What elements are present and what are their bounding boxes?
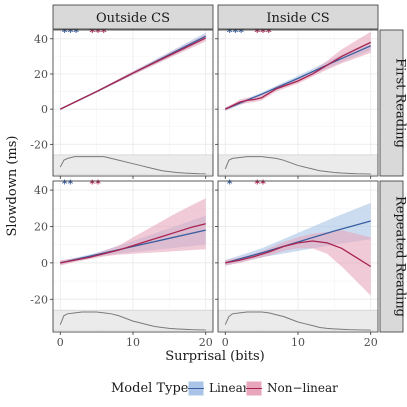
x-tick-label: 20 <box>364 336 378 349</box>
legend: Model Type Linear Non−linear <box>111 380 338 397</box>
surprisal-density-line <box>224 156 371 175</box>
row-strip-label: Repeated Reading <box>393 196 407 317</box>
nonlinear-fit-line <box>225 240 372 268</box>
panel-repeated-reading-inside-cs: * ** <box>217 177 379 333</box>
y-tick-label: 20 <box>34 68 48 81</box>
nonlinear-fit-line <box>224 41 372 110</box>
linear-ci-ribbon <box>225 202 371 266</box>
significance-linear: ** <box>62 177 74 190</box>
x-tick-label: 10 <box>126 336 140 349</box>
significance-nonlinear: *** <box>254 26 272 39</box>
y-axis-title: Slowdown (ms) <box>5 136 20 237</box>
surprisal-density-line <box>224 311 371 331</box>
col-strip-label: Inside CS <box>266 11 329 26</box>
x-axis-title: Surprisal (bits) <box>165 349 264 364</box>
x-tick-label: 0 <box>222 336 229 349</box>
significance-nonlinear: ** <box>254 177 266 190</box>
density-background <box>52 154 214 175</box>
y-tick-label: 20 <box>34 220 48 233</box>
col-strip-label: Outside CS <box>96 11 170 26</box>
facet-strips: Outside CS Inside CS First Reading Repeated… <box>52 4 407 333</box>
density-background <box>217 309 379 331</box>
significance-linear: *** <box>62 26 80 39</box>
density-background <box>52 309 214 331</box>
x-tick-label: 20 <box>199 336 213 349</box>
legend-title: Model Type <box>111 381 189 396</box>
y-tick-label: 0 <box>41 103 48 116</box>
row-strip-label: First Reading <box>393 58 407 148</box>
panel-first-reading-outside-cs: *** *** <box>52 26 214 177</box>
surprisal-density-line <box>59 311 206 331</box>
significance-nonlinear: ** <box>89 177 101 190</box>
linear-fit-line <box>60 229 206 264</box>
linear-fit-line <box>225 45 371 110</box>
significance-linear: * <box>227 177 233 190</box>
axes-layer: -20 0 20 40 0 10 20 -20 0 20 40 0 10 20 <box>30 33 377 349</box>
row-strip-background <box>379 29 404 177</box>
nonlinear-ci-ribbon <box>60 198 206 266</box>
col-strip-background <box>52 4 214 30</box>
nonlinear-fit-line <box>60 223 206 264</box>
y-tick-label: -20 <box>30 138 48 151</box>
x-tick-label: 10 <box>291 336 305 349</box>
x-tick-label: 0 <box>57 336 64 349</box>
nonlinear-ci-ribbon <box>225 230 371 296</box>
linear-fit-line <box>225 220 371 264</box>
surprisal-density-line <box>59 156 206 175</box>
density-background <box>217 154 379 175</box>
y-tick-label: 0 <box>41 257 48 270</box>
legend-label-nonlinear: Non−linear <box>267 381 338 395</box>
significance-linear: *** <box>227 26 245 39</box>
significance-nonlinear: *** <box>89 26 107 39</box>
legend-label-linear: Linear <box>209 381 249 395</box>
row-strip-background <box>379 180 404 333</box>
y-tick-label: 40 <box>34 33 48 46</box>
panels-layer: *** *** *** ***** ** * ** <box>52 26 379 333</box>
nonlinear-fit-line <box>59 37 207 110</box>
panel-repeated-reading-outside-cs: ** ** <box>52 177 214 333</box>
panel-first-reading-inside-cs: *** *** <box>217 26 379 177</box>
col-strip-background <box>217 4 379 30</box>
y-tick-label: 40 <box>34 184 48 197</box>
y-tick-label: -20 <box>30 293 48 306</box>
